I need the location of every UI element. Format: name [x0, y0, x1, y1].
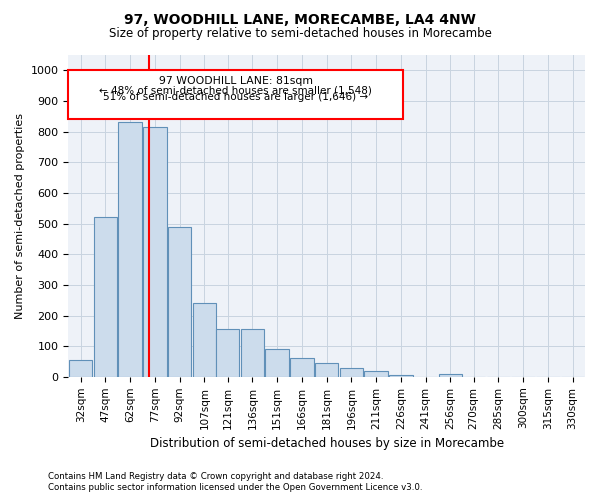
Text: 97 WOODHILL LANE: 81sqm: 97 WOODHILL LANE: 81sqm	[159, 76, 313, 86]
Text: Size of property relative to semi-detached houses in Morecambe: Size of property relative to semi-detach…	[109, 28, 491, 40]
Bar	[143, 127, 167, 377]
Bar	[265, 349, 289, 377]
Y-axis label: Number of semi-detached properties: Number of semi-detached properties	[15, 113, 25, 319]
Bar	[94, 218, 117, 377]
Text: 51% of semi-detached houses are larger (1,646) →: 51% of semi-detached houses are larger (…	[103, 92, 368, 102]
Bar	[364, 370, 388, 377]
Bar	[315, 363, 338, 377]
Text: 97, WOODHILL LANE, MORECAMBE, LA4 4NW: 97, WOODHILL LANE, MORECAMBE, LA4 4NW	[124, 12, 476, 26]
Bar	[168, 226, 191, 377]
X-axis label: Distribution of semi-detached houses by size in Morecambe: Distribution of semi-detached houses by …	[149, 437, 504, 450]
Bar	[340, 368, 363, 377]
FancyBboxPatch shape	[68, 70, 403, 120]
Bar	[118, 122, 142, 377]
Text: Contains HM Land Registry data © Crown copyright and database right 2024.: Contains HM Land Registry data © Crown c…	[48, 472, 383, 481]
Text: ← 48% of semi-detached houses are smaller (1,548): ← 48% of semi-detached houses are smalle…	[100, 85, 372, 95]
Bar	[241, 330, 264, 377]
Bar	[69, 360, 92, 377]
Bar	[389, 376, 413, 377]
Text: Contains public sector information licensed under the Open Government Licence v3: Contains public sector information licen…	[48, 484, 422, 492]
Bar	[193, 304, 216, 377]
Bar	[290, 358, 314, 377]
Bar	[216, 330, 239, 377]
Bar	[439, 374, 462, 377]
